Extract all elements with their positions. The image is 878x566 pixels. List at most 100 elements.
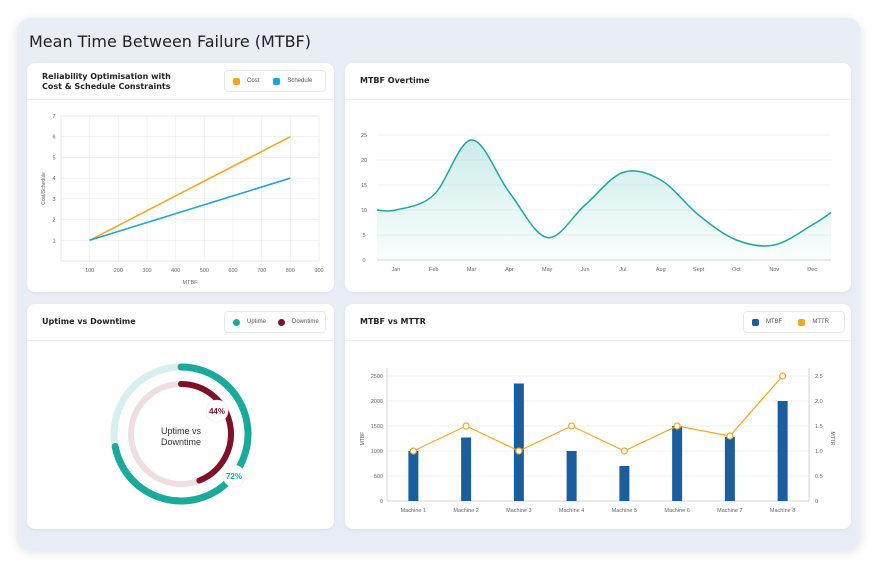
mtbf-overtime-card: MTBF Overtime 0 5 10 15 20 25 Jan Feb Mar Apr May J…	[345, 63, 851, 292]
area-line	[376, 139, 832, 247]
y2-tick-label: 1.5	[815, 424, 823, 430]
x-tick-label: 800	[286, 268, 295, 274]
reliability-chart-title-line2: Cost & Schedule Constraints	[42, 82, 171, 91]
y-tick-label: 1500	[371, 424, 383, 430]
x-tick-label: Apr	[505, 267, 514, 273]
x-tick-label: Machine 7	[717, 508, 742, 514]
y2-tick-label: 2.0	[815, 399, 823, 405]
x-tick-label: Machine 1	[401, 508, 426, 514]
mtbf-mttr-bar-chart: 0 500 1000 1500 2000 2500 0 0.5 1.0 1.5 2.0 2.5 MTBF…	[360, 368, 835, 514]
legend-item-schedule[interactable]: Schedule	[273, 77, 312, 85]
y-tick-label: 6	[52, 135, 55, 141]
mtbf-bar	[461, 437, 472, 501]
x-tick-label: 900	[314, 268, 323, 274]
reliability-legend: Cost Schedule	[224, 70, 326, 92]
series-line-cost	[89, 136, 291, 241]
x-tick-label: Mar	[467, 267, 477, 273]
mttr-point	[568, 422, 576, 430]
mtbf-bar	[408, 451, 419, 501]
donut-center-line2: Downtime	[161, 437, 201, 447]
reliability-line-chart: 100 200 300 400 500 600 700 800 900 1 2 3 4 5 6 7 MTBF Co…	[41, 114, 324, 286]
mttr-point	[779, 372, 787, 380]
x-tick-label: May	[542, 267, 553, 273]
mtbf-overtime-title: MTBF Overtime	[360, 76, 430, 85]
downtime-percent-badge	[205, 399, 229, 423]
y-tick-label: 0	[362, 258, 365, 264]
downtime-arc	[178, 381, 234, 484]
x-tick-label: Oct	[732, 267, 741, 273]
y-tick-label: 0	[380, 499, 383, 505]
x-tick-label: Machine 3	[506, 508, 531, 514]
reliability-chart-card: Reliability Optimisation with Cost & Sch…	[27, 63, 334, 292]
x-tick-label: Feb	[429, 267, 438, 273]
y-tick-label: 5	[362, 233, 365, 239]
x-tick-label: 200	[114, 268, 123, 274]
y-axis-label: Cost/Schedule	[41, 172, 47, 205]
uptime-percent-badge	[222, 464, 246, 488]
mttr-line	[413, 375, 784, 452]
uptime-legend: Uptime Downtime	[224, 311, 326, 333]
mttr-point	[726, 432, 734, 440]
y-axis-label: MTBF	[360, 432, 366, 446]
x-tick-label: Machine 4	[559, 508, 584, 514]
y-tick-label: 10	[361, 208, 367, 214]
y-tick-label: 7	[52, 114, 55, 120]
legend-item-uptime[interactable]: Uptime	[233, 318, 266, 326]
y-tick-label: 1	[52, 238, 55, 244]
donut-center-line1: Uptime vs	[161, 426, 202, 436]
dashboard-title: Mean Time Between Failure (MTBF)	[29, 32, 311, 51]
y-tick-label: 1000	[371, 449, 383, 455]
x-tick-label: Nov	[769, 267, 779, 273]
y-tick-label: 3	[52, 197, 55, 203]
x-tick-label: 700	[257, 268, 266, 274]
x-tick-label: Jul	[619, 267, 626, 273]
y-tick-label: 2000	[371, 399, 383, 405]
mttr-point	[462, 422, 470, 430]
x-tick-label: Machine 2	[453, 508, 478, 514]
series-line-schedule	[89, 177, 291, 242]
y2-tick-label: 2.5	[815, 374, 823, 380]
x-tick-label: Jun	[581, 267, 590, 273]
y2-tick-label: 0	[815, 499, 818, 505]
x-tick-label: Dec	[807, 267, 817, 273]
x-axis-label: MTBF	[183, 280, 199, 286]
mtbf-bar	[566, 451, 577, 501]
y-tick-label: 500	[374, 474, 383, 480]
legend-item-cost[interactable]: Cost	[233, 77, 259, 85]
uptime-percent-label: 72%	[226, 472, 242, 481]
y-tick-label: 4	[52, 176, 55, 182]
mtbf-mttr-legend: MTBF MTTR	[743, 311, 845, 333]
x-tick-label: 100	[85, 268, 94, 274]
mtbf-bar	[619, 466, 630, 501]
x-tick-label: Machine 8	[770, 508, 795, 514]
x-tick-label: Machine 5	[612, 508, 637, 514]
mttr-point	[673, 422, 681, 430]
mttr-point	[620, 447, 628, 455]
y2-tick-label: 1.0	[815, 449, 823, 455]
downtime-percent-label: 44%	[209, 407, 225, 416]
uptime-downtime-title: Uptime vs Downtime	[42, 317, 136, 326]
x-tick-label: Sept	[693, 267, 705, 273]
legend-item-mtbf[interactable]: MTBF	[752, 318, 782, 326]
mtbf-bar	[724, 437, 735, 501]
mttr-point	[515, 447, 523, 455]
y-tick-label: 20	[361, 158, 367, 164]
y-tick-label: 2500	[371, 374, 383, 380]
mtbf-bar	[777, 401, 788, 501]
x-tick-label: Aug	[656, 267, 666, 273]
area-fill	[377, 139, 831, 260]
x-tick-label: Machine 6	[664, 508, 689, 514]
y-tick-label: 15	[361, 183, 367, 189]
y2-tick-label: 0.5	[815, 474, 823, 480]
uptime-downtime-card: Uptime vs Downtime Uptime Downtime Uptim…	[27, 304, 334, 529]
legend-item-mttr[interactable]: MTTR	[798, 318, 829, 326]
x-tick-label: Jan	[391, 267, 400, 273]
mtbf-bar	[672, 426, 683, 501]
x-tick-label: 600	[228, 268, 237, 274]
mtbf-bar	[513, 383, 524, 501]
mttr-point	[409, 447, 417, 455]
mtbf-mttr-title: MTBF vs MTTR	[360, 317, 426, 326]
mtbf-overtime-area-chart: 0 5 10 15 20 25 Jan Feb Mar Apr May Jun Jul Aug Sept Oc…	[361, 133, 832, 273]
legend-item-downtime[interactable]: Downtime	[278, 318, 319, 326]
